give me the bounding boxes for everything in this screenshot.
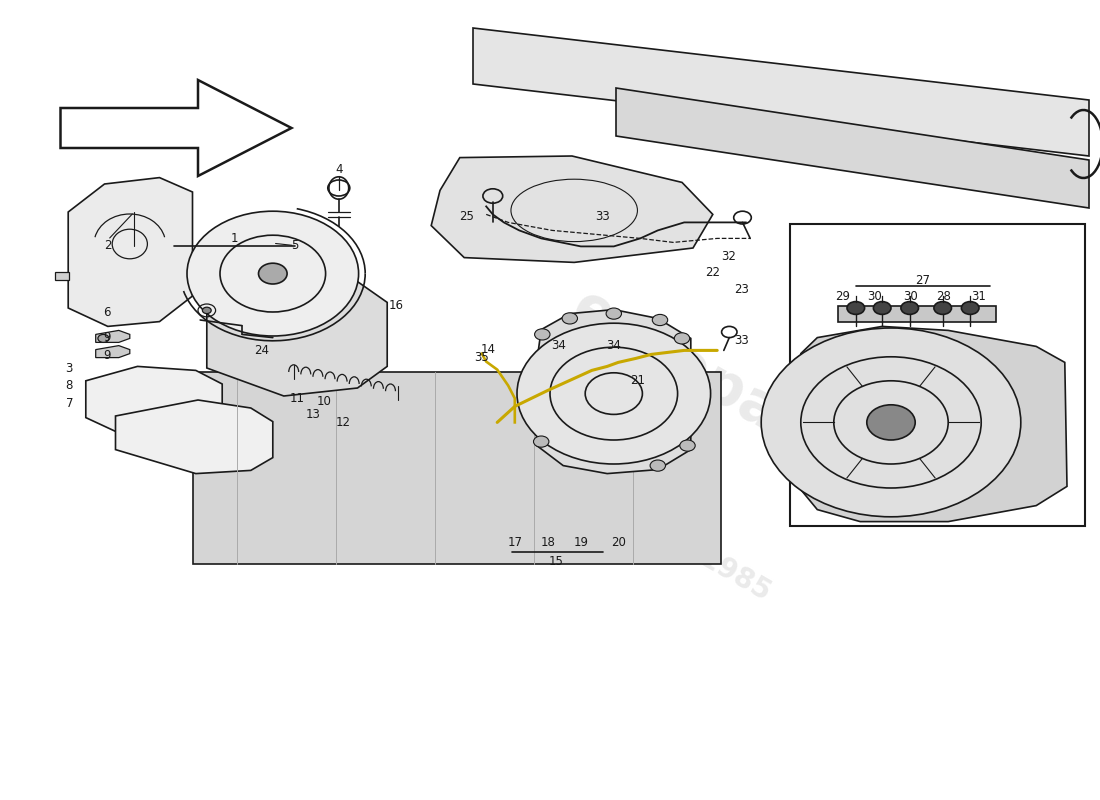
Text: 15: 15: [549, 555, 564, 568]
Text: 29: 29: [835, 290, 850, 302]
Circle shape: [534, 436, 549, 447]
Polygon shape: [616, 88, 1089, 208]
Circle shape: [650, 460, 666, 471]
Text: 1: 1: [231, 232, 238, 245]
Circle shape: [258, 263, 287, 284]
Text: 8: 8: [66, 379, 73, 392]
Text: 25: 25: [459, 210, 474, 222]
Circle shape: [652, 314, 668, 326]
Circle shape: [934, 302, 952, 314]
Polygon shape: [55, 272, 69, 280]
Text: 9: 9: [103, 331, 110, 344]
Text: 33: 33: [734, 334, 749, 346]
Text: 24: 24: [254, 344, 270, 357]
Bar: [790, 224, 1085, 526]
Circle shape: [517, 323, 711, 464]
Text: 32: 32: [720, 250, 736, 262]
Circle shape: [606, 308, 621, 319]
Text: 10: 10: [317, 395, 332, 408]
Text: 12: 12: [336, 416, 351, 429]
Polygon shape: [96, 346, 130, 358]
Text: 4: 4: [336, 163, 342, 176]
Circle shape: [674, 333, 690, 344]
Text: 3: 3: [66, 362, 73, 374]
Text: 14: 14: [481, 343, 496, 356]
Circle shape: [961, 302, 979, 314]
Polygon shape: [68, 178, 192, 326]
Circle shape: [202, 307, 211, 314]
Polygon shape: [431, 156, 713, 262]
Text: 21: 21: [630, 374, 646, 386]
Text: 13: 13: [306, 408, 321, 421]
Text: 6: 6: [103, 306, 110, 318]
Text: 11: 11: [289, 392, 305, 405]
Polygon shape: [192, 372, 720, 564]
Text: europarts: europarts: [561, 278, 869, 490]
Polygon shape: [96, 330, 130, 342]
Circle shape: [680, 440, 695, 451]
Circle shape: [761, 328, 1021, 517]
Text: 34: 34: [606, 339, 621, 352]
Text: a passion since 1985: a passion since 1985: [478, 418, 776, 606]
Text: 20: 20: [610, 536, 626, 549]
Circle shape: [562, 313, 578, 324]
Circle shape: [187, 211, 359, 336]
Text: 9: 9: [103, 349, 110, 362]
Polygon shape: [537, 310, 691, 474]
Text: 35: 35: [474, 351, 490, 364]
Text: 16: 16: [388, 299, 404, 312]
Text: 17: 17: [507, 536, 522, 549]
Text: 34: 34: [551, 339, 566, 352]
Text: 23: 23: [734, 283, 749, 296]
Text: 18: 18: [540, 536, 556, 549]
Polygon shape: [838, 306, 996, 322]
Circle shape: [867, 405, 915, 440]
Circle shape: [873, 302, 891, 314]
Polygon shape: [801, 326, 1067, 522]
Text: 28: 28: [936, 290, 952, 302]
Text: 33: 33: [595, 210, 610, 222]
Text: 2: 2: [104, 239, 111, 252]
Circle shape: [98, 334, 109, 342]
Polygon shape: [207, 272, 387, 396]
Polygon shape: [60, 80, 292, 176]
Circle shape: [847, 302, 865, 314]
Text: 30: 30: [867, 290, 882, 302]
Text: 7: 7: [66, 397, 73, 410]
Text: 22: 22: [705, 266, 720, 278]
Circle shape: [535, 329, 550, 340]
Polygon shape: [86, 366, 222, 442]
Text: 5: 5: [292, 239, 298, 252]
Polygon shape: [116, 400, 273, 474]
Circle shape: [901, 302, 918, 314]
Text: 27: 27: [915, 274, 931, 286]
Polygon shape: [473, 28, 1089, 156]
Text: 31: 31: [971, 290, 987, 302]
Text: 30: 30: [903, 290, 918, 302]
Text: 19: 19: [573, 536, 588, 549]
